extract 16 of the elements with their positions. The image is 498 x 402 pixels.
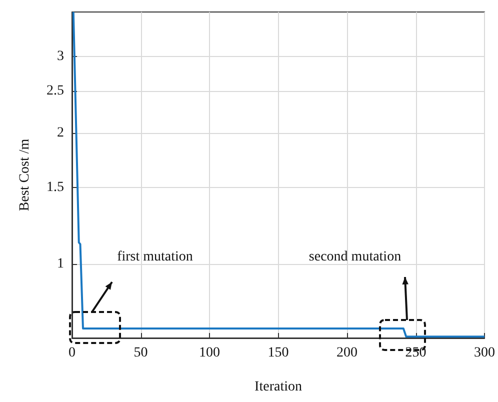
y-tick-label: 1 — [57, 256, 64, 272]
y-tick-label: 3 — [57, 49, 64, 64]
x-tick-label: 150 — [268, 346, 289, 360]
x-axis-title: Iteration — [254, 380, 302, 394]
x-tick-label: 0 — [68, 346, 76, 360]
line-series — [72, 11, 486, 338]
y-axis-title: Best Cost /m — [18, 138, 32, 212]
y-tick-label: 1.5 — [46, 180, 64, 195]
x-tick-label: 300 — [474, 346, 495, 360]
x-tick-label: 50 — [134, 346, 148, 360]
x-tick-label: 200 — [336, 346, 358, 360]
y-tick-label: 2.5 — [46, 83, 64, 98]
annotation: second mutation — [308, 250, 402, 264]
annotation: first mutation — [117, 250, 193, 264]
y-tick-label: 2 — [57, 126, 64, 141]
x-tick-label: 100 — [199, 346, 220, 360]
